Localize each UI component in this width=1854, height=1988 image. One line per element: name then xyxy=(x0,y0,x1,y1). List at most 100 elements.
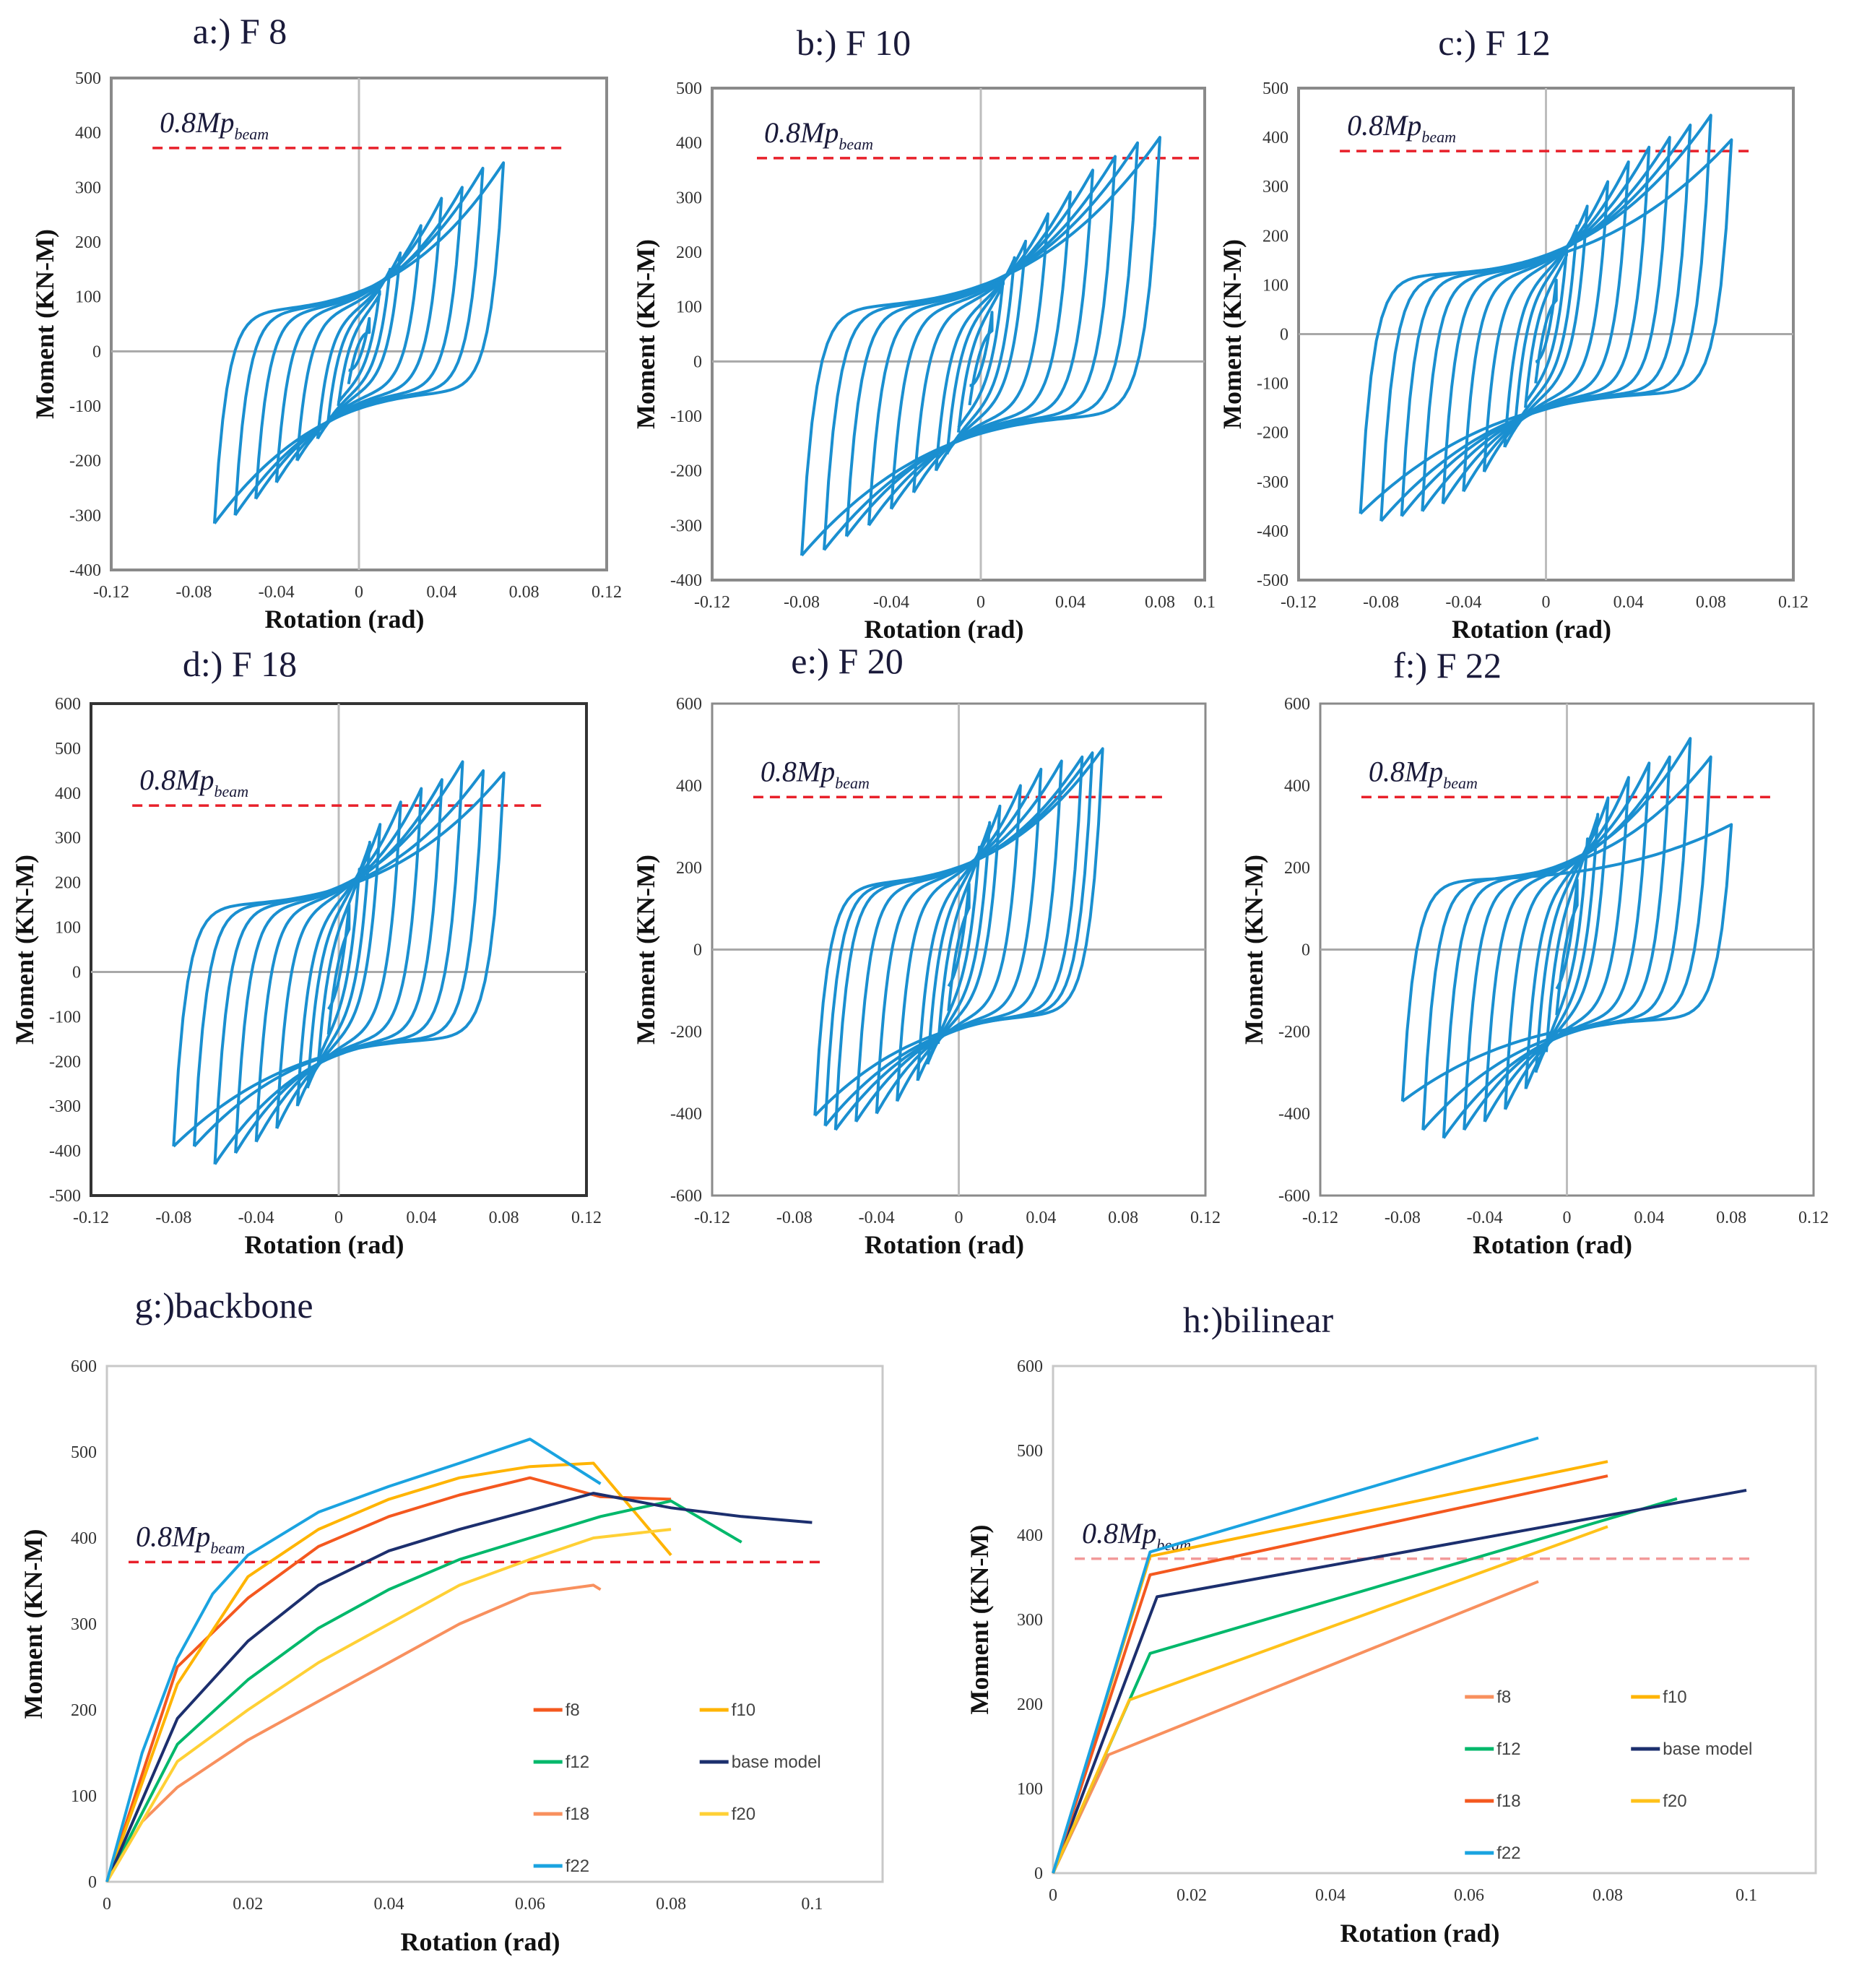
x-tick-label: -0.04 xyxy=(873,593,909,612)
y-tick-label: 400 xyxy=(676,134,702,153)
hysteresis-loop xyxy=(1421,755,1712,1131)
y-tick-label: 200 xyxy=(1284,859,1310,878)
y-tick-label: 300 xyxy=(55,829,81,848)
x-tick-label: -0.12 xyxy=(1281,593,1317,612)
y-tick-label: 0 xyxy=(1301,941,1310,960)
reference-line-label-subscript: beam xyxy=(214,782,248,800)
y-tick-label: 600 xyxy=(55,695,81,714)
y-tick-label: 200 xyxy=(55,874,81,893)
chart-title: e:) F 20 xyxy=(791,641,904,681)
y-tick-label: -500 xyxy=(49,1187,81,1206)
hysteresis-loop xyxy=(1503,204,1589,448)
x-tick-label: -0.08 xyxy=(784,593,820,612)
y-axis-label: Moment (KN-M) xyxy=(19,1529,48,1719)
y-tick-label: -200 xyxy=(670,1023,702,1042)
y-tick-label: -400 xyxy=(1278,1105,1310,1124)
x-tick-label: 0.04 xyxy=(1026,1209,1056,1227)
series-line-f20 xyxy=(1052,1525,1608,1874)
legend-label: f20 xyxy=(732,1805,755,1824)
y-tick-label: 500 xyxy=(55,740,81,759)
y-tick-label: 0 xyxy=(1280,326,1288,345)
x-tick-label: -0.12 xyxy=(1302,1209,1338,1227)
y-tick-label: 200 xyxy=(676,859,702,878)
y-tick-label: 200 xyxy=(75,233,101,252)
legend-label: f18 xyxy=(1496,1792,1520,1811)
hysteresis-loop xyxy=(854,759,1063,1123)
hysteresis-loop xyxy=(823,141,1139,551)
x-tick-label: 0 xyxy=(334,1209,343,1227)
x-tick-label: -0.12 xyxy=(73,1209,109,1227)
y-tick-label: -300 xyxy=(670,517,702,535)
y-tick-label: 600 xyxy=(1284,695,1310,714)
y-tick-label: -100 xyxy=(670,407,702,426)
x-tick-label: 0.12 xyxy=(1190,1209,1221,1227)
x-tick-label: -0.04 xyxy=(259,583,295,602)
x-tick-label: 0.08 xyxy=(489,1209,519,1227)
y-tick-label: 100 xyxy=(676,298,702,317)
x-tick-label: -0.04 xyxy=(859,1209,895,1227)
y-tick-label: -300 xyxy=(69,506,101,525)
y-tick-label: 600 xyxy=(1017,1357,1043,1376)
y-axis-label: Moment (KN-M) xyxy=(965,1525,994,1715)
reference-line-label-subscript: beam xyxy=(839,135,873,153)
y-tick-label: -100 xyxy=(69,397,101,416)
x-tick-label: 0.1 xyxy=(1194,593,1216,612)
hysteresis-loop xyxy=(326,903,351,1035)
hysteresis-loop xyxy=(926,821,992,1065)
hysteresis-loop xyxy=(347,316,371,385)
hysteresis-loop xyxy=(1555,878,1579,1016)
y-tick-label: 400 xyxy=(676,777,702,796)
x-axis-label: Rotation (rad) xyxy=(865,1230,1024,1259)
y-tick-label: -500 xyxy=(1257,571,1288,590)
y-tick-label: 300 xyxy=(1017,1611,1043,1630)
x-tick-label: -0.08 xyxy=(776,1209,813,1227)
x-tick-label: 0.08 xyxy=(1716,1209,1746,1227)
x-tick-label: -0.12 xyxy=(93,583,129,602)
hysteresis-loop xyxy=(800,136,1161,557)
legend-label: f20 xyxy=(1663,1792,1686,1811)
y-tick-label: 100 xyxy=(71,1787,97,1806)
y-axis-label: Moment (KN-M) xyxy=(631,855,660,1045)
hysteresis-loop xyxy=(1400,823,1733,1103)
x-tick-label: 0.04 xyxy=(1055,593,1086,612)
hysteresis-loop xyxy=(1421,136,1671,512)
legend-label: f10 xyxy=(732,1700,755,1720)
x-tick-label: 0.12 xyxy=(1778,593,1808,612)
chart-b: b:) F 10 -0.12 -0.08 -0.04 0 0.04 0.08 0.1 -400 -… xyxy=(631,22,1216,644)
y-tick-label: 0 xyxy=(92,342,101,361)
x-tick-label: 0.12 xyxy=(592,583,622,602)
y-tick-label: -200 xyxy=(1257,424,1288,443)
hysteresis-loop xyxy=(337,290,381,407)
x-tick-label: -0.08 xyxy=(155,1209,191,1227)
hysteresis-loop xyxy=(945,256,1016,455)
series-line-f18 xyxy=(105,1583,602,1883)
y-tick-label: 500 xyxy=(676,79,702,98)
chart-e: e:) F 20 -0.12 -0.08 -0.04 0 0.04 0.08 0.12 -600… xyxy=(631,641,1221,1259)
y-tick-label: 400 xyxy=(1262,129,1288,147)
series-line-f20 xyxy=(105,1528,672,1883)
legend-label: f12 xyxy=(566,1753,589,1772)
reference-line-label-subscript: beam xyxy=(1421,128,1456,146)
y-axis-label: Moment (KN-M) xyxy=(30,229,59,419)
y-tick-label: -300 xyxy=(1257,473,1288,492)
hysteresis-loop xyxy=(1359,138,1733,515)
x-tick-label: -0.04 xyxy=(1445,593,1481,612)
hysteresis-loop xyxy=(1534,278,1558,384)
series-line-f22 xyxy=(1052,1436,1539,1874)
legend-label: f12 xyxy=(1496,1739,1520,1759)
chart-h: h:)bilinear 0 0.02 0.04 0.06 0.08 0.1 0 100 200 30… xyxy=(965,1300,1817,1948)
y-tick-label: 0 xyxy=(1034,1864,1043,1883)
x-tick-label: 0 xyxy=(103,1895,111,1914)
y-tick-label: 600 xyxy=(676,695,702,714)
y-tick-label: 500 xyxy=(1017,1442,1043,1461)
chart-f: f:) F 22 -0.12 -0.08 -0.04 0 0.04 0.08 0.12 -600… xyxy=(1239,645,1829,1259)
hysteresis-loop xyxy=(935,239,1027,472)
y-tick-label: -400 xyxy=(49,1142,81,1161)
chart-title: f:) F 22 xyxy=(1393,645,1502,686)
x-tick-label: 0.1 xyxy=(1736,1886,1757,1905)
x-tick-label: 0.12 xyxy=(571,1209,602,1227)
y-axis-label: Moment (KN-M) xyxy=(631,239,660,429)
y-tick-label: 100 xyxy=(75,288,101,307)
chart-c: c:) F 12 -0.12 -0.08 -0.04 0 0.04 0.08 0.12 -500… xyxy=(1218,22,1808,644)
